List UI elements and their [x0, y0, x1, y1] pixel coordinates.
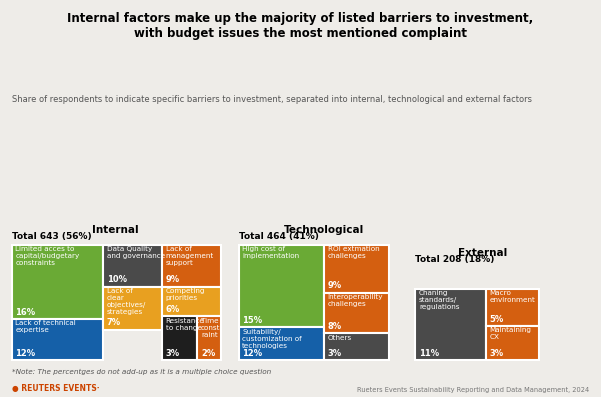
- Bar: [162, 245, 221, 287]
- Text: 10%: 10%: [107, 276, 127, 285]
- Text: Total 464 (41%): Total 464 (41%): [239, 232, 319, 241]
- Text: 12%: 12%: [16, 349, 35, 358]
- Text: 3%: 3%: [328, 349, 342, 358]
- Text: Lack of
clear
objectives/
strategies: Lack of clear objectives/ strategies: [107, 288, 146, 315]
- Bar: [486, 326, 539, 360]
- Text: 6%: 6%: [166, 305, 180, 314]
- Text: ROI extmation
challenges: ROI extmation challenges: [328, 247, 379, 259]
- Text: Lack of technical
expertise: Lack of technical expertise: [16, 320, 76, 333]
- Bar: [324, 293, 389, 333]
- Bar: [239, 245, 324, 327]
- Text: 5%: 5%: [490, 315, 504, 324]
- Text: Lack of
management
support: Lack of management support: [166, 247, 214, 266]
- Text: Total 208 (18%): Total 208 (18%): [415, 255, 495, 264]
- Text: High cost of
implementation: High cost of implementation: [242, 247, 299, 259]
- Bar: [103, 245, 162, 287]
- Bar: [197, 316, 221, 360]
- Text: 9%: 9%: [166, 276, 180, 285]
- Text: Rueters Events Sustainability Reporting and Data Management, 2024: Rueters Events Sustainability Reporting …: [357, 387, 589, 393]
- Text: Resistance
to change: Resistance to change: [166, 318, 204, 331]
- Bar: [415, 289, 486, 360]
- Bar: [486, 289, 539, 326]
- Text: Technological: Technological: [284, 225, 364, 235]
- Text: 3%: 3%: [490, 349, 504, 358]
- Text: Suitability/
customization of
technologies: Suitability/ customization of technologi…: [242, 329, 302, 349]
- Text: 12%: 12%: [242, 349, 262, 358]
- Text: Share of respondents to indicate specific barriers to investment, separated into: Share of respondents to indicate specifi…: [12, 95, 532, 104]
- Text: 2%: 2%: [201, 349, 215, 358]
- Text: 11%: 11%: [419, 349, 439, 358]
- Text: Interoperability
challenges: Interoperability challenges: [328, 294, 383, 307]
- Text: Data Quality
and governance: Data Quality and governance: [107, 247, 165, 259]
- Text: 8%: 8%: [328, 322, 342, 331]
- Bar: [12, 319, 103, 360]
- Bar: [162, 287, 221, 316]
- Bar: [324, 245, 389, 293]
- Text: ● REUTERS EVENTS·: ● REUTERS EVENTS·: [12, 384, 100, 393]
- Text: External: External: [459, 248, 508, 258]
- Text: Internal factors make up the majority of listed barriers to investment,
with bud: Internal factors make up the majority of…: [67, 12, 534, 40]
- Text: 15%: 15%: [242, 316, 262, 325]
- Text: Internal: Internal: [92, 225, 138, 235]
- Bar: [103, 287, 162, 330]
- Text: Time
const-
raint: Time const- raint: [201, 318, 223, 338]
- Text: Macro
environment: Macro environment: [490, 291, 535, 303]
- Text: *Note: The percentges do not add-up as it is a multiple choice question: *Note: The percentges do not add-up as i…: [12, 369, 271, 375]
- Text: Maintaining
CX: Maintaining CX: [490, 328, 531, 340]
- Text: Chaning
standards/
regulations: Chaning standards/ regulations: [419, 291, 459, 310]
- Text: Limited acces to
capital/budgetary
constraints: Limited acces to capital/budgetary const…: [16, 247, 80, 266]
- Text: Competing
priorities: Competing priorities: [166, 288, 205, 301]
- Bar: [162, 316, 197, 360]
- Text: Total 643 (56%): Total 643 (56%): [12, 232, 91, 241]
- Text: 9%: 9%: [328, 281, 342, 291]
- Bar: [324, 333, 389, 360]
- Text: Others: Others: [328, 335, 352, 341]
- Bar: [12, 245, 103, 319]
- Bar: [239, 327, 324, 360]
- Text: 3%: 3%: [166, 349, 180, 358]
- Text: 7%: 7%: [107, 318, 121, 328]
- Text: 16%: 16%: [16, 308, 35, 317]
